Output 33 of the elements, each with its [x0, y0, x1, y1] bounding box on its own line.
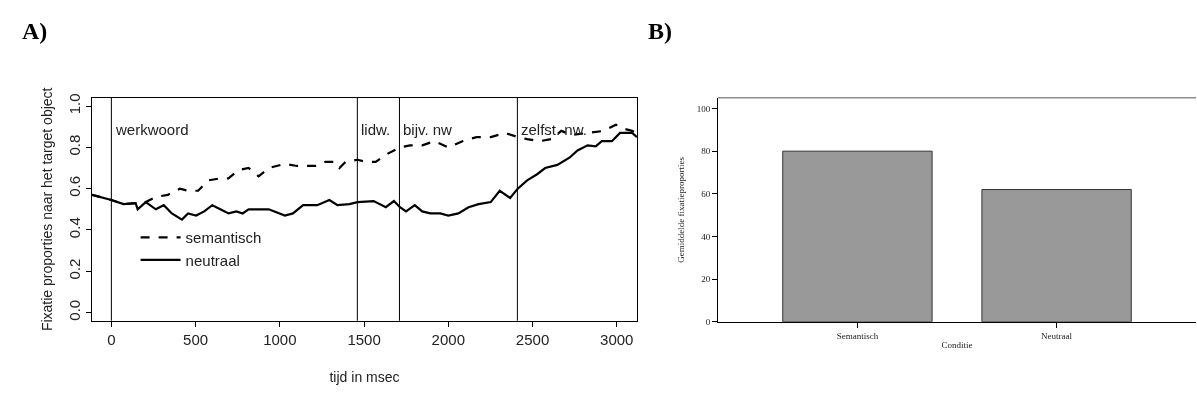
y-tick-label: 100	[696, 103, 711, 114]
x-tick-label: 500	[183, 330, 209, 348]
x-axis-title: tijd in msec	[329, 369, 400, 386]
y-tick-label: 60	[701, 188, 711, 199]
y-tick-label: 0	[705, 316, 711, 327]
x-tick-label: Semantisch	[836, 330, 879, 341]
x-axis-title: Conditie	[941, 340, 973, 351]
ref-line-label: lidw.	[361, 121, 391, 138]
chart-title: A)	[22, 18, 48, 44]
y-tick-label: 0.6	[66, 175, 83, 197]
ref-line-label: bijv. nw	[403, 121, 453, 138]
y-tick-label: 0.2	[66, 258, 83, 280]
x-tick-label: 1000	[263, 330, 297, 348]
y-tick-label: 80	[701, 146, 711, 157]
legend-label: neutraal	[185, 251, 240, 269]
y-tick-label: 20	[701, 274, 711, 285]
y-tick-label: 40	[701, 231, 711, 242]
y-axis-title: Fixatie proporties naar het target object	[38, 87, 55, 332]
y-tick-label: 0.4	[66, 217, 83, 239]
x-tick-label: 2000	[431, 330, 465, 348]
x-tick-label: 1500	[347, 330, 381, 348]
y-tick-label: 0.0	[66, 299, 83, 321]
chart-title: B)	[648, 18, 672, 44]
ref-line-label: werkwoord	[115, 121, 189, 138]
ref-line-label: zelfst. nw.	[521, 121, 587, 138]
y-axis-title: Gemiddelde fixatieproporties	[676, 156, 687, 263]
x-tick-label: Neutraal	[1041, 330, 1073, 341]
x-tick-label: 2500	[515, 330, 550, 348]
x-tick-label: 0	[107, 330, 116, 348]
y-tick-label: 1.0	[66, 93, 83, 115]
x-tick-label: 3000	[600, 330, 634, 348]
y-tick-label: 0.8	[66, 134, 83, 156]
legend-label: semantisch	[185, 229, 262, 247]
